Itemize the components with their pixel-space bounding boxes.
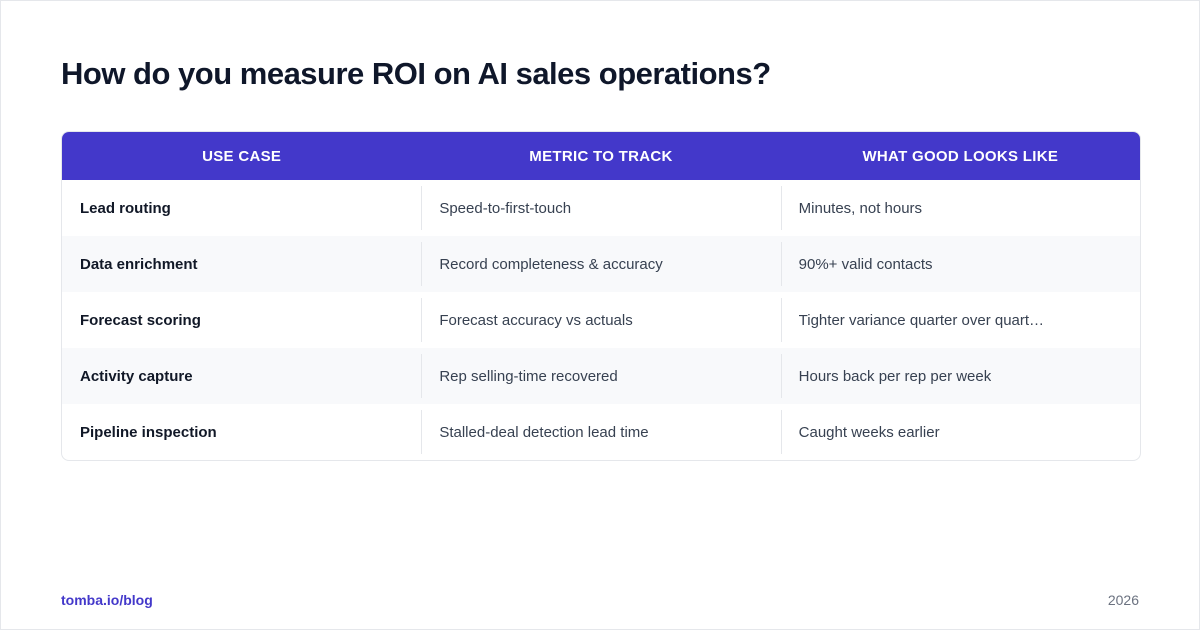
cell-metric: Speed-to-first-touch xyxy=(421,180,780,236)
header-use-case: USE CASE xyxy=(202,147,282,165)
header-metric-to-track: METRIC TO TRACK xyxy=(529,147,673,165)
cell-text: Lead routing xyxy=(80,199,171,217)
roi-table: USE CASE METRIC TO TRACK WHAT GOOD LOOKS… xyxy=(61,131,1141,461)
table-row: Data enrichment Record completeness & ac… xyxy=(62,236,1140,292)
cell-use-case: Pipeline inspection xyxy=(62,404,421,460)
footer-year: 2026 xyxy=(1107,592,1139,608)
table-row: Lead routing Speed-to-first-touch Minute… xyxy=(62,180,1140,236)
cell-text: Activity capture xyxy=(80,367,193,385)
cell-good-looks-like: Hours back per rep per week xyxy=(780,348,1140,404)
cell-use-case: Forecast scoring xyxy=(62,292,421,348)
cell-good-looks-like: 90%+ valid contacts xyxy=(780,236,1140,292)
cell-text: 90%+ valid contacts xyxy=(798,255,933,273)
cell-good-looks-like: Caught weeks earlier xyxy=(780,404,1140,460)
cell-metric: Rep selling-time recovered xyxy=(421,348,780,404)
cell-metric: Stalled-deal detection lead time xyxy=(421,404,780,460)
cell-text: Record completeness & accuracy xyxy=(439,255,663,273)
cell-text: Forecast accuracy vs actuals xyxy=(439,311,633,329)
cell-metric: Record completeness & accuracy xyxy=(421,236,780,292)
cell-text: Rep selling-time recovered xyxy=(439,367,618,385)
blog-link[interactable]: tomba.io/blog xyxy=(61,592,153,608)
cell-text: Tighter variance quarter over quart… xyxy=(798,311,1045,329)
cell-good-looks-like: Minutes, not hours xyxy=(780,180,1140,236)
cell-good-looks-like: Tighter variance quarter over quart… xyxy=(780,292,1140,348)
cell-use-case: Lead routing xyxy=(62,180,421,236)
cell-metric: Forecast accuracy vs actuals xyxy=(421,292,780,348)
cell-text: Hours back per rep per week xyxy=(798,367,992,385)
cell-text: Pipeline inspection xyxy=(80,423,217,441)
cell-text: Speed-to-first-touch xyxy=(439,199,572,217)
cell-text: Forecast scoring xyxy=(80,311,201,329)
cell-text: Stalled-deal detection lead time xyxy=(439,423,649,441)
cell-text: Minutes, not hours xyxy=(798,199,923,217)
table-header: USE CASE METRIC TO TRACK WHAT GOOD LOOKS… xyxy=(62,132,1140,180)
cell-text: Data enrichment xyxy=(80,255,198,273)
cell-use-case: Data enrichment xyxy=(62,236,421,292)
cell-use-case: Activity capture xyxy=(62,348,421,404)
page-title: How do you measure ROI on AI sales opera… xyxy=(61,56,771,91)
header-what-good-looks-like: WHAT GOOD LOOKS LIKE xyxy=(862,147,1059,165)
table-row: Activity capture Rep selling-time recove… xyxy=(62,348,1140,404)
table-row: Pipeline inspection Stalled-deal detecti… xyxy=(62,404,1140,460)
cell-text: Caught weeks earlier xyxy=(798,423,940,441)
table-row: Forecast scoring Forecast accuracy vs ac… xyxy=(62,292,1140,348)
